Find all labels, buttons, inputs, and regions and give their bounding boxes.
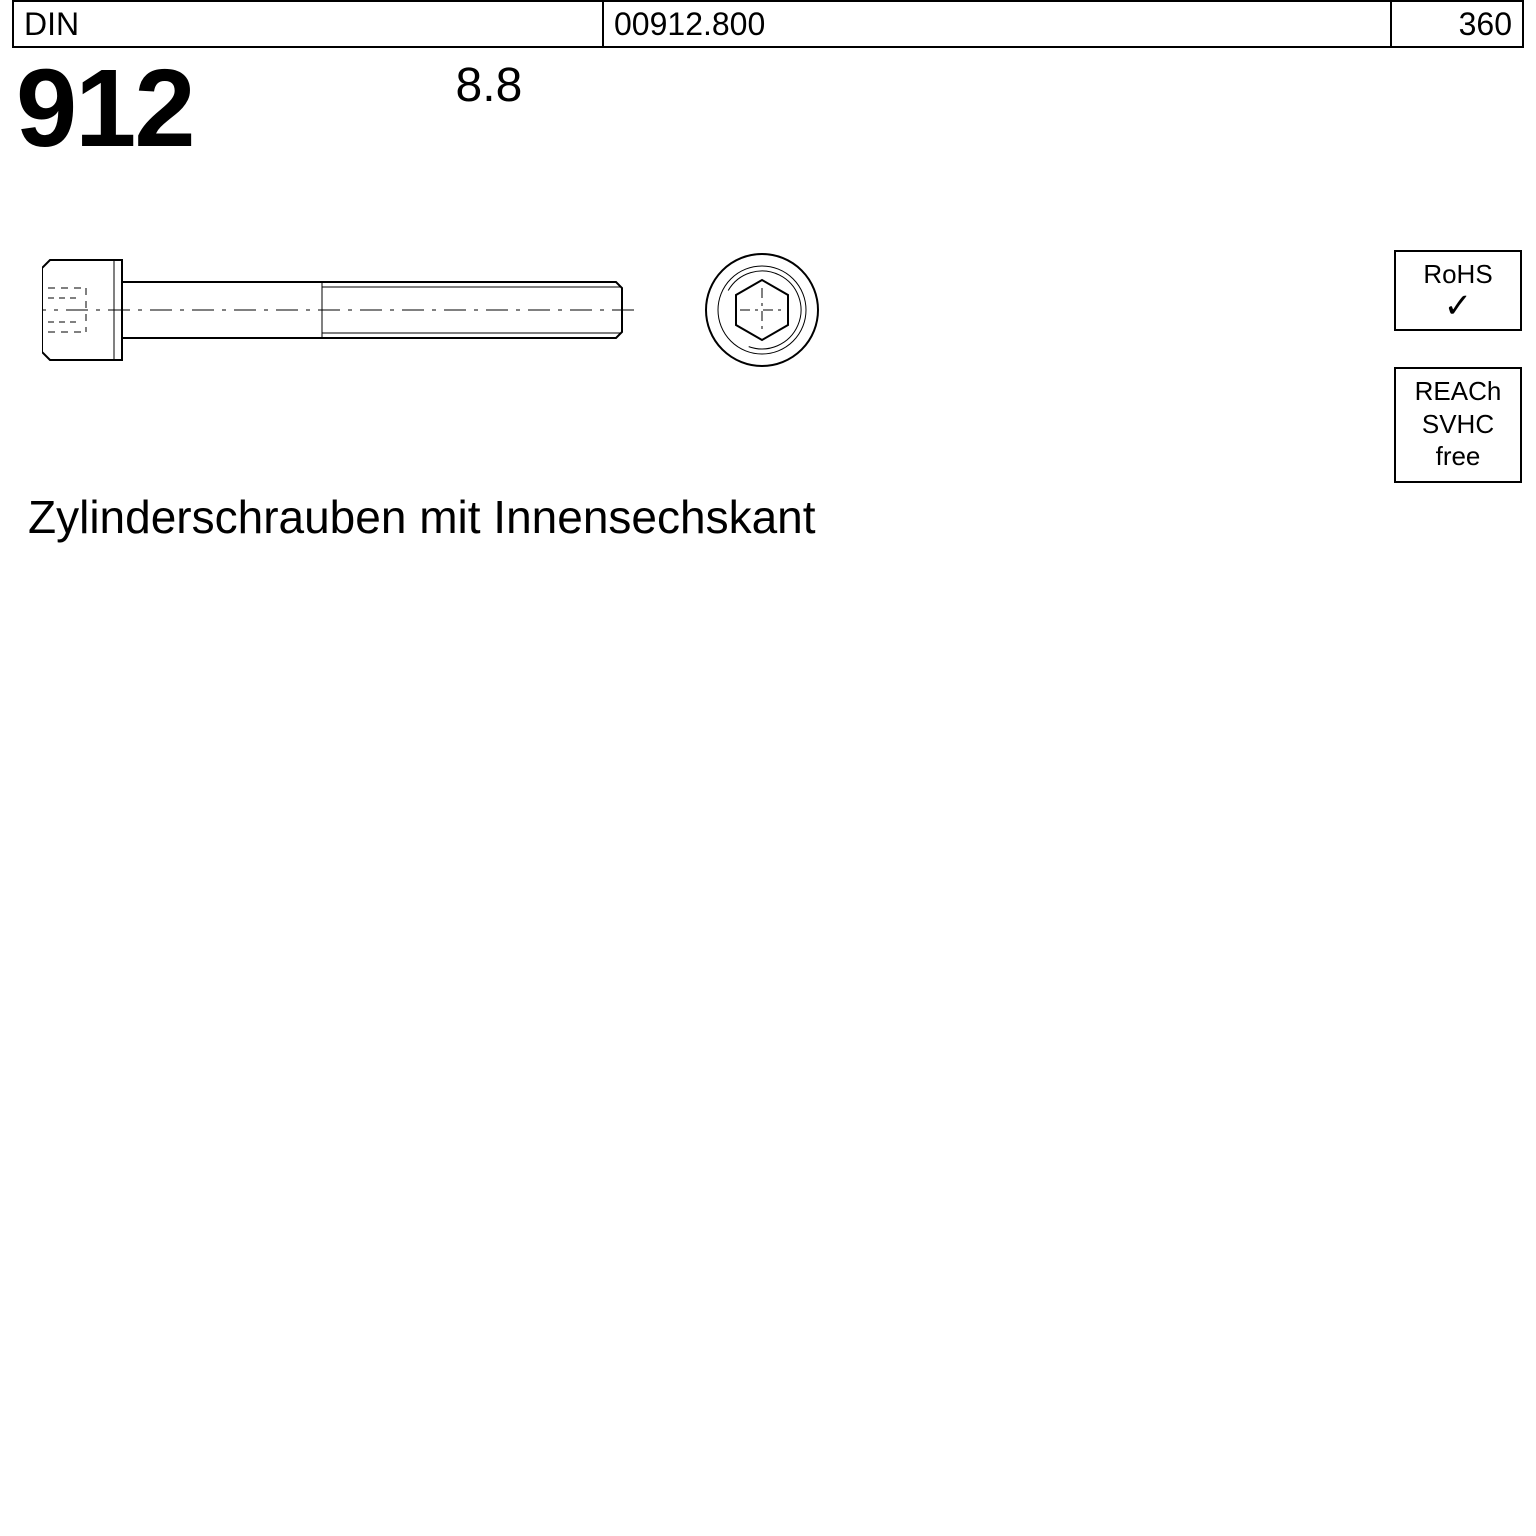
strength-grade: 8.8 — [456, 58, 523, 113]
reach-line3: free — [1396, 440, 1520, 473]
reach-badge: REACh SVHC free — [1394, 367, 1522, 483]
rohs-badge: RoHS ✓ — [1394, 250, 1522, 331]
header-page: 360 — [1392, 2, 1522, 46]
technical-drawing — [42, 240, 942, 420]
reach-line2: SVHC — [1396, 408, 1520, 441]
title-row: 912 8.8 — [12, 54, 1524, 164]
standard-number: 912 — [12, 54, 194, 164]
header-code: 00912.800 — [604, 2, 1392, 46]
compliance-badges: RoHS ✓ REACh SVHC free — [1394, 250, 1524, 519]
header-row: DIN 00912.800 360 — [12, 0, 1524, 48]
rohs-label: RoHS — [1396, 258, 1520, 291]
reach-line1: REACh — [1396, 375, 1520, 408]
product-description: Zylinderschrauben mit Innensechskant — [28, 490, 816, 544]
check-icon: ✓ — [1396, 291, 1520, 322]
header-standard-org: DIN — [14, 2, 604, 46]
